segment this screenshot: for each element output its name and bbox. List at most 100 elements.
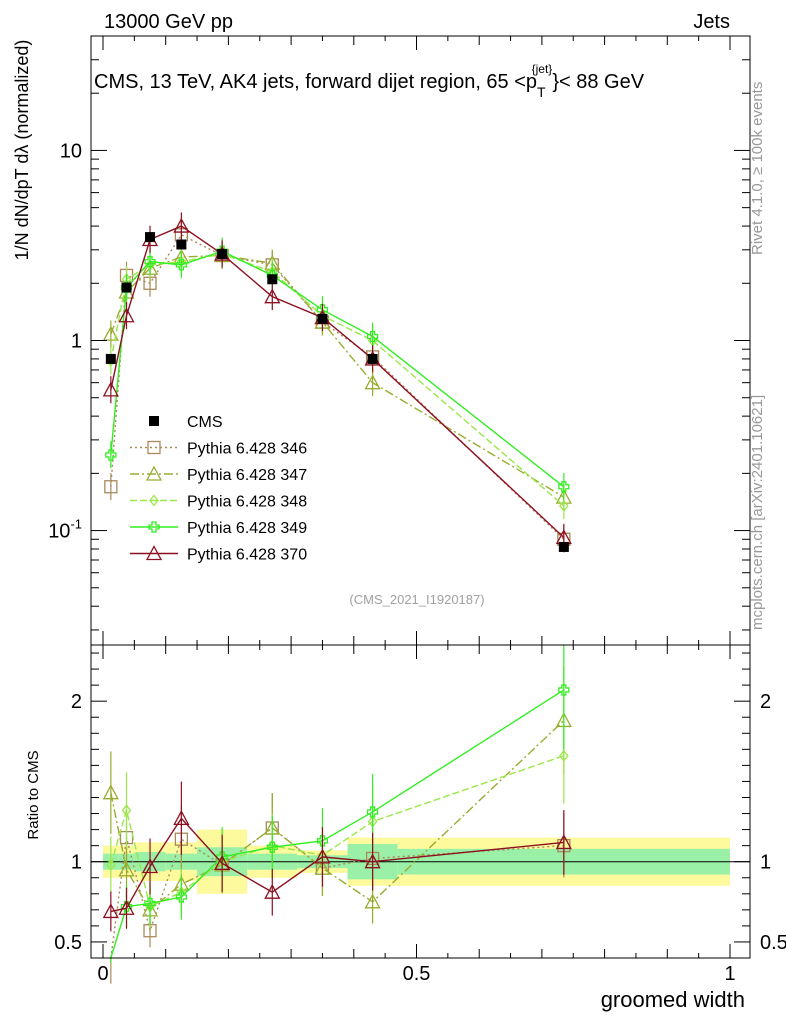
legend-entry: Pythia 6.428 346 <box>130 441 307 458</box>
legend-marker <box>145 545 163 561</box>
legend-entry: Pythia 6.428 370 <box>130 545 307 564</box>
cms-data-point <box>558 541 569 552</box>
plot-title-sub: T <box>537 84 546 100</box>
legend-marker <box>147 440 161 455</box>
data-point <box>105 449 117 461</box>
legend: CMS Pythia 6.428 346 Pythia 6.428 347 Pythi… <box>130 414 307 564</box>
ratio-point <box>173 809 190 826</box>
data-point <box>118 307 135 323</box>
y-tick-label: 10 <box>60 140 82 162</box>
x-tick-label: 1 <box>724 963 735 985</box>
data-point <box>558 481 570 493</box>
data-point <box>559 499 569 512</box>
plot-title-end: }< 88 GeV <box>552 71 644 93</box>
series-line-main <box>110 250 565 488</box>
x-axis-label: groomed width <box>601 987 745 1012</box>
legend-entry: Pythia 6.428 348 <box>130 494 307 511</box>
ratio-point <box>364 853 381 869</box>
ratio-point <box>314 848 331 864</box>
ratio-y-tick-label-right: 0.5 <box>760 932 786 954</box>
ratio-point <box>264 883 281 899</box>
legend-marker <box>149 416 159 426</box>
ratio-point <box>102 903 119 919</box>
ratio-point <box>102 784 119 800</box>
ratio-point <box>558 684 570 696</box>
ratio-point <box>144 897 156 910</box>
legend-marker <box>145 465 163 481</box>
ratio-point <box>266 841 278 853</box>
x-tick-label: 0.5 <box>403 963 431 985</box>
legend-label: Pythia 6.428 349 <box>187 520 307 537</box>
series-p347 <box>102 241 572 931</box>
ratio-point <box>118 899 135 915</box>
ratio-y-tick-label-right: 2 <box>760 691 771 713</box>
y-tick-label: 10-1 <box>48 517 82 543</box>
cms-data-point <box>367 353 378 364</box>
ratio-point <box>555 834 572 850</box>
ratio-point <box>559 749 569 762</box>
data-point <box>173 217 190 233</box>
legend-entry: Pythia 6.428 349 <box>130 520 307 537</box>
cms-data-point <box>145 232 156 243</box>
axes: 0 0.5 1 10-1 1 10 0.5 0.5 1 1 2 2 <box>48 35 786 985</box>
series-line-main <box>110 253 565 507</box>
series-p370 <box>102 212 572 932</box>
plot-title-sup: {jet} <box>532 62 553 76</box>
x-tick-label: 0 <box>97 963 108 985</box>
data-point <box>366 330 379 343</box>
series-cms <box>105 232 569 552</box>
cms-data-point <box>176 239 187 250</box>
ratio-point <box>316 835 329 847</box>
data-point <box>102 325 119 341</box>
y-axis-label-ratio: Ratio to CMS <box>25 750 42 839</box>
ratio-y-tick-label: 2 <box>71 691 82 713</box>
legend-entry: CMS <box>149 414 223 431</box>
ratio-y-tick-label: 0.5 <box>54 932 82 954</box>
plot-title-main: CMS, 13 TeV, AK4 jets, forward dijet reg… <box>94 71 537 93</box>
ratio-point <box>214 854 231 870</box>
y-axis-label-main: 1/N dN/dpT dλ (normalized) <box>12 40 32 261</box>
legend-label: Pythia 6.428 370 <box>187 547 307 564</box>
cms-data-point <box>217 249 228 260</box>
legend-marker <box>148 521 160 533</box>
cms-data-point <box>105 353 116 364</box>
header-right: Jets <box>693 11 730 33</box>
legend-entry: Pythia 6.428 347 <box>130 465 307 484</box>
data-point <box>144 255 156 268</box>
y-tick-label: 1 <box>71 331 82 353</box>
ratio-y-tick-label: 1 <box>71 852 82 874</box>
series-line-main <box>110 233 565 540</box>
legend-marker <box>149 494 159 507</box>
data-point <box>102 381 119 397</box>
ratio-frame <box>90 644 751 959</box>
data-point <box>104 480 118 494</box>
header-left: 13000 GeV pp <box>104 11 233 33</box>
legend-label: CMS <box>187 414 223 431</box>
cms-data-point <box>267 274 278 285</box>
ratio-y-tick-label-right: 1 <box>760 852 771 874</box>
side-text-bottom: mcplots.cern.ch [arXiv:2401.10621] <box>749 395 766 630</box>
ratio-point <box>366 806 379 818</box>
ratio-point <box>118 861 135 877</box>
plot-title: CMS, 13 TeV, AK4 jets, forward dijet reg… <box>94 62 645 100</box>
data-point <box>364 374 381 390</box>
side-text-top: Rivet 4.1.0, ≥ 100k events <box>749 82 766 255</box>
ratio-point <box>106 858 116 871</box>
data-point <box>264 288 281 304</box>
analysis-id: (CMS_2021_I1920187) <box>349 592 484 607</box>
ratio-point <box>141 858 159 874</box>
cms-data-point <box>317 313 328 324</box>
data-point <box>175 259 188 271</box>
ratio-point <box>121 804 132 817</box>
series-layer <box>102 212 572 984</box>
series-line-main <box>110 254 565 498</box>
series-line-main <box>110 225 565 538</box>
cms-data-point <box>121 282 132 293</box>
y-label-main-text: 1/N dN/dpT dλ (normalized) <box>12 40 32 261</box>
data-point <box>316 304 329 316</box>
ratio-point <box>175 891 188 903</box>
cms-uncertainty-bands <box>91 829 750 894</box>
legend-label: Pythia 6.428 347 <box>187 467 307 484</box>
ratio-point <box>364 893 381 909</box>
